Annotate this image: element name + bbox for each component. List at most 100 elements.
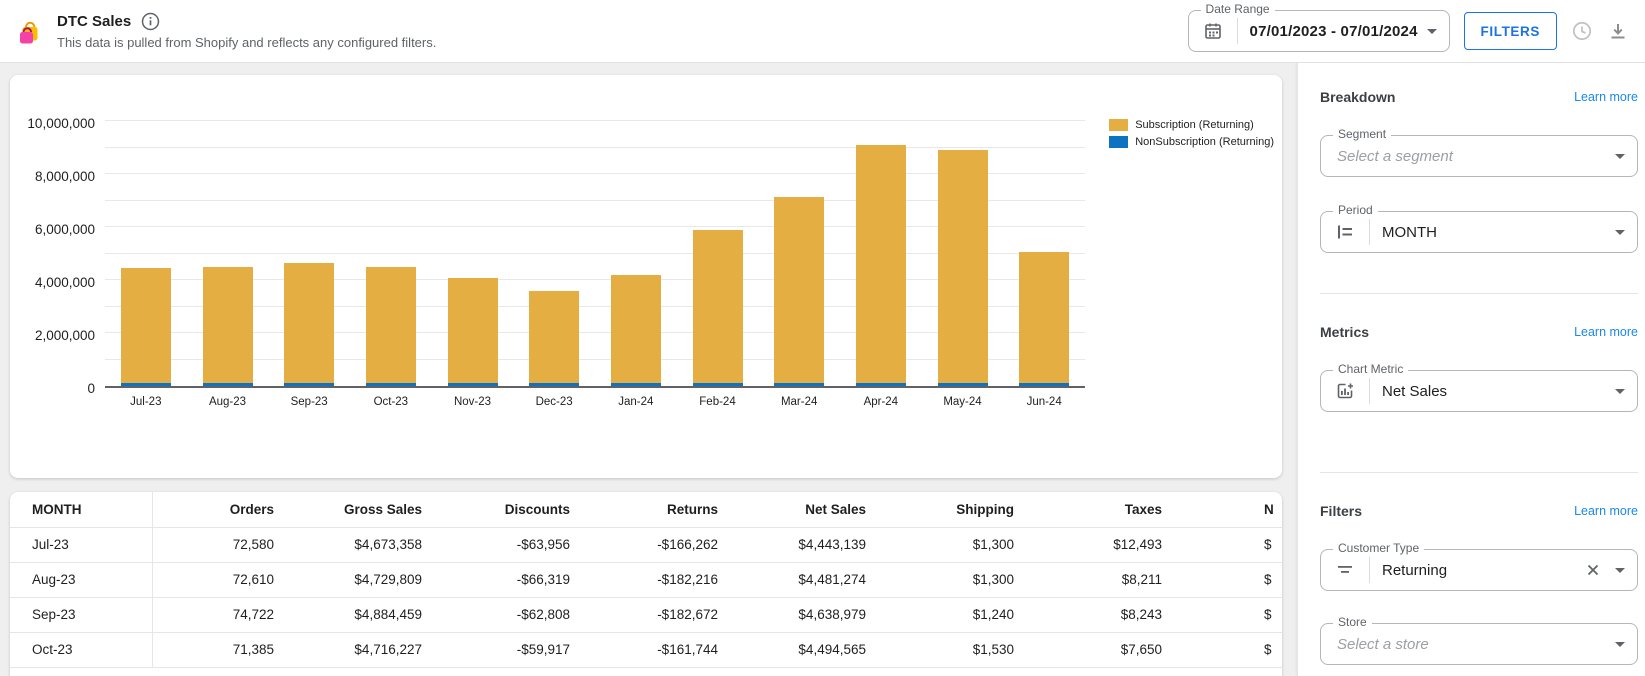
x-axis-tick-label: Aug-23	[208, 396, 247, 408]
bar-segment-subscription[interactable]	[855, 145, 906, 384]
bar-segment-nonsubscription[interactable]	[692, 383, 743, 386]
date-range-field[interactable]: Date Range 07/01/2023 - 07/01/2024	[1187, 2, 1450, 52]
bar-segment-nonsubscription[interactable]	[529, 383, 580, 386]
value-cell: $1,300	[892, 527, 1040, 563]
bar-Dec-23[interactable]	[529, 290, 580, 386]
x-axis-tick-label: Apr-24	[863, 396, 899, 408]
bar-Aug-23[interactable]	[202, 267, 253, 386]
bar-segment-subscription[interactable]	[692, 230, 743, 384]
bar-segment-nonsubscription[interactable]	[610, 383, 661, 386]
bar-Apr-24[interactable]	[855, 145, 906, 386]
bar-segment-subscription[interactable]	[610, 274, 661, 384]
x-axis-tick-label: Jan-24	[618, 396, 654, 408]
legend-item[interactable]: NonSubscription (Returning)	[1109, 136, 1274, 148]
value-cell: -$182,216	[596, 562, 744, 598]
x-axis-tick-label: Jun-24	[1026, 396, 1062, 408]
segment-label: Segment	[1333, 127, 1392, 141]
gridline	[105, 305, 1085, 307]
bar-segment-nonsubscription[interactable]	[937, 383, 988, 386]
metrics-section: Metrics Learn more Chart Metric Net Sale…	[1320, 324, 1638, 473]
gridline	[105, 199, 1085, 201]
chevron-down-icon[interactable]	[1615, 641, 1625, 647]
bar-segment-nonsubscription[interactable]	[365, 383, 416, 386]
legend-swatch-icon	[1109, 119, 1129, 131]
bar-segment-subscription[interactable]	[529, 290, 580, 384]
month-cell: Aug-23	[10, 562, 153, 598]
clipped-cell: $	[1188, 527, 1282, 563]
value-cell: -$59,917	[448, 632, 596, 668]
table-row: Sep-23 74,722 $4,884,459 -$62,808 -$182,672 $…	[10, 597, 1282, 633]
period-label: Period	[1333, 203, 1378, 217]
bar-Jun-24[interactable]	[1019, 252, 1070, 386]
breakdown-learn-more-link[interactable]: Learn more	[1574, 90, 1638, 104]
bar-segment-nonsubscription[interactable]	[284, 383, 335, 386]
period-value: MONTH	[1382, 223, 1437, 241]
customer-type-value: Returning	[1382, 561, 1448, 579]
table-row: Jul-23 72,580 $4,673,358 -$63,956 -$166,262 $…	[10, 527, 1282, 563]
bar-Jul-23[interactable]	[120, 268, 171, 386]
bar-segment-subscription[interactable]	[365, 266, 416, 384]
breakdown-section: Breakdown Learn more Segment Select a se…	[1320, 89, 1638, 294]
store-select[interactable]: Store Select a store	[1320, 615, 1638, 665]
value-cell: $4,494,565	[744, 632, 892, 668]
info-icon[interactable]	[141, 12, 160, 31]
segment-select[interactable]: Segment Select a segment	[1320, 127, 1638, 177]
column-header-clipped: N	[1188, 492, 1282, 528]
bar-segment-nonsubscription[interactable]	[120, 383, 171, 386]
value-cell: 72,610	[152, 562, 300, 598]
legend-swatch-icon	[1109, 136, 1129, 148]
y-axis-tick-label: 6,000,000	[34, 222, 95, 237]
value-cell: $8,211	[1040, 562, 1188, 598]
bar-segment-subscription[interactable]	[774, 197, 825, 384]
table-header-row: MONTH Orders Gross Sales Discounts Returns Ne…	[10, 492, 1282, 528]
bar-Feb-24[interactable]	[692, 230, 743, 386]
chart-metric-select[interactable]: Chart Metric Net Sales	[1320, 362, 1638, 412]
value-cell: 74,722	[152, 597, 300, 633]
bar-segment-subscription[interactable]	[120, 268, 171, 384]
bar-Jan-24[interactable]	[610, 274, 661, 386]
page-title: DTC Sales	[57, 13, 132, 30]
value-cell: $1,240	[892, 597, 1040, 633]
bar-segment-nonsubscription[interactable]	[202, 383, 253, 386]
history-clock-icon[interactable]	[1571, 20, 1593, 42]
filters-learn-more-link[interactable]: Learn more	[1574, 504, 1638, 518]
value-cell: $4,729,809	[300, 562, 448, 598]
bar-segment-nonsubscription[interactable]	[855, 383, 906, 386]
table-row: Aug-23 72,610 $4,729,809 -$66,319 -$182,216 $…	[10, 562, 1282, 598]
bar-segment-subscription[interactable]	[937, 150, 988, 384]
chevron-down-icon[interactable]	[1615, 229, 1625, 235]
clear-filter-icon[interactable]	[1585, 562, 1601, 578]
period-select[interactable]: Period MONTH	[1320, 203, 1638, 253]
bar-segment-nonsubscription[interactable]	[1019, 383, 1070, 386]
bar-segment-nonsubscription[interactable]	[447, 383, 498, 386]
bar-Mar-24[interactable]	[774, 197, 825, 386]
axis-period-icon	[1333, 222, 1357, 242]
column-header-month: MONTH	[10, 492, 153, 528]
sales-chart-card: 0 2,000,000 4,000,000 6,000,000 8,000,000 10,…	[10, 75, 1282, 478]
bar-segment-subscription[interactable]	[284, 263, 335, 384]
field-divider	[1369, 219, 1370, 245]
bar-segment-nonsubscription[interactable]	[774, 383, 825, 386]
bar-May-24[interactable]	[937, 150, 988, 386]
bar-segment-subscription[interactable]	[1019, 252, 1070, 384]
download-icon[interactable]	[1607, 20, 1629, 42]
chevron-down-icon[interactable]	[1615, 567, 1625, 573]
chevron-down-icon[interactable]	[1615, 388, 1625, 394]
bar-Oct-23[interactable]	[365, 266, 416, 386]
bar-Sep-23[interactable]	[284, 263, 335, 386]
chart-metric-label: Chart Metric	[1333, 362, 1409, 376]
bar-segment-subscription[interactable]	[202, 267, 253, 384]
chevron-down-icon[interactable]	[1426, 28, 1437, 34]
settings-sidebar: Breakdown Learn more Segment Select a se…	[1297, 63, 1645, 676]
filters-button[interactable]: FILTERS	[1463, 12, 1557, 50]
metrics-learn-more-link[interactable]: Learn more	[1574, 325, 1638, 339]
legend-item[interactable]: Subscription (Returning)	[1109, 119, 1254, 131]
customer-type-select[interactable]: Customer Type Returning	[1320, 541, 1638, 591]
month-cell: Sep-23	[10, 597, 153, 633]
value-cell: 72,580	[152, 527, 300, 563]
bar-segment-subscription[interactable]	[447, 277, 498, 384]
legend-label: NonSubscription (Returning)	[1135, 136, 1274, 148]
bar-Nov-23[interactable]	[447, 277, 498, 386]
gridline	[105, 358, 1085, 360]
chevron-down-icon[interactable]	[1615, 153, 1625, 159]
